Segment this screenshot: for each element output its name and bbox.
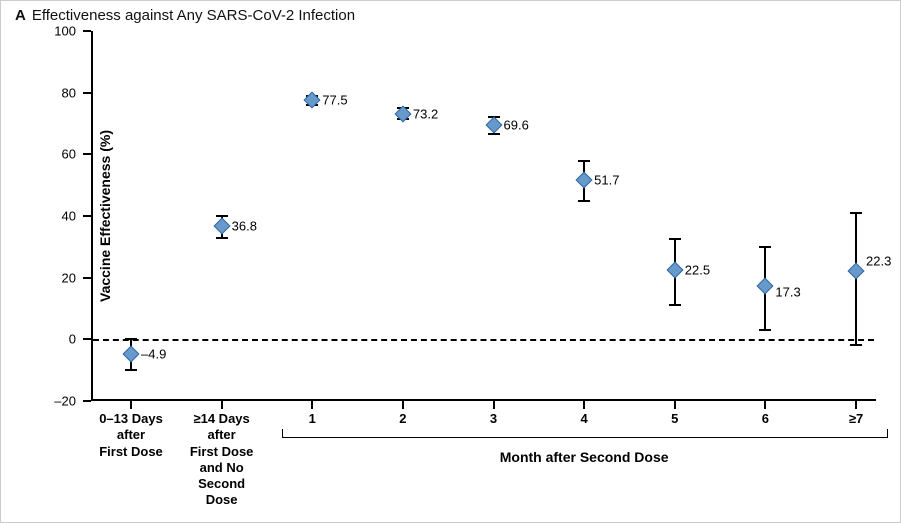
plot-area: Vaccine Effectiveness (%) –2002040608010… xyxy=(91,31,876,401)
x-group-label: Month after Second Dose xyxy=(500,449,669,465)
data-label: 73.2 xyxy=(413,106,438,121)
x-tick xyxy=(130,401,132,409)
data-label: 17.3 xyxy=(775,284,800,299)
x-tick-label: ≥7 xyxy=(811,411,901,427)
marker-diamond-icon xyxy=(666,261,683,278)
panel-title-text: Effectiveness against Any SARS-CoV-2 Inf… xyxy=(32,7,355,24)
y-tick xyxy=(83,92,91,94)
marker-diamond-icon xyxy=(576,171,593,188)
data-label: 51.7 xyxy=(594,172,619,187)
marker-diamond-icon xyxy=(123,346,140,363)
error-cap-top xyxy=(759,246,771,248)
data-label: –4.9 xyxy=(141,347,166,362)
error-cap-bottom xyxy=(578,200,590,202)
error-cap-bottom xyxy=(850,344,862,346)
data-label: 22.3 xyxy=(866,253,891,268)
y-tick-label: –20 xyxy=(36,394,76,409)
marker-diamond-icon xyxy=(213,217,230,234)
x-tick xyxy=(764,401,766,409)
x-tick-label: 3 xyxy=(449,411,539,427)
error-cap-top xyxy=(669,238,681,240)
x-tick-label: 2 xyxy=(358,411,448,427)
y-tick xyxy=(83,30,91,32)
error-cap-top xyxy=(850,212,862,214)
data-label: 22.5 xyxy=(685,262,710,277)
panel-letter: A xyxy=(15,7,26,24)
panel-title: A Effectiveness against Any SARS-CoV-2 In… xyxy=(15,7,355,24)
y-tick-label: 60 xyxy=(36,147,76,162)
y-tick-label: 0 xyxy=(36,332,76,347)
x-axis-line xyxy=(91,399,876,401)
y-axis-title: Vaccine Effectiveness (%) xyxy=(97,130,113,302)
error-cap-bottom xyxy=(759,329,771,331)
y-tick-label: 20 xyxy=(36,270,76,285)
x-tick xyxy=(402,401,404,409)
error-cap-top xyxy=(125,338,137,340)
x-tick-label: ≥14 DaysafterFirst Doseand NoSecondDose xyxy=(177,411,267,509)
y-axis-line xyxy=(91,31,93,401)
x-tick xyxy=(674,401,676,409)
data-label: 36.8 xyxy=(232,218,257,233)
zero-reference-line xyxy=(93,339,874,341)
marker-diamond-icon xyxy=(485,116,502,133)
x-group-bracket xyxy=(282,429,888,438)
x-tick xyxy=(221,401,223,409)
marker-diamond-icon xyxy=(848,262,865,279)
y-tick xyxy=(83,277,91,279)
x-tick xyxy=(311,401,313,409)
marker-diamond-icon xyxy=(757,277,774,294)
error-cap-bottom xyxy=(125,369,137,371)
x-tick xyxy=(583,401,585,409)
x-tick-label: 5 xyxy=(630,411,720,427)
y-tick-label: 40 xyxy=(36,209,76,224)
x-tick-label: 1 xyxy=(267,411,357,427)
error-cap-top xyxy=(578,160,590,162)
x-tick-label: 4 xyxy=(539,411,629,427)
data-label: 77.5 xyxy=(322,93,347,108)
y-tick-label: 80 xyxy=(36,85,76,100)
x-tick-label: 6 xyxy=(720,411,810,427)
error-cap-bottom xyxy=(669,304,681,306)
data-label: 69.6 xyxy=(504,117,529,132)
error-cap-bottom xyxy=(216,237,228,239)
y-tick xyxy=(83,338,91,340)
y-tick xyxy=(83,215,91,217)
y-tick xyxy=(83,153,91,155)
figure-container: A Effectiveness against Any SARS-CoV-2 In… xyxy=(0,0,901,523)
y-tick-label: 100 xyxy=(36,24,76,39)
x-tick xyxy=(493,401,495,409)
y-tick xyxy=(83,400,91,402)
x-tick-label: 0–13 DaysafterFirst Dose xyxy=(86,411,176,460)
x-tick xyxy=(855,401,857,409)
